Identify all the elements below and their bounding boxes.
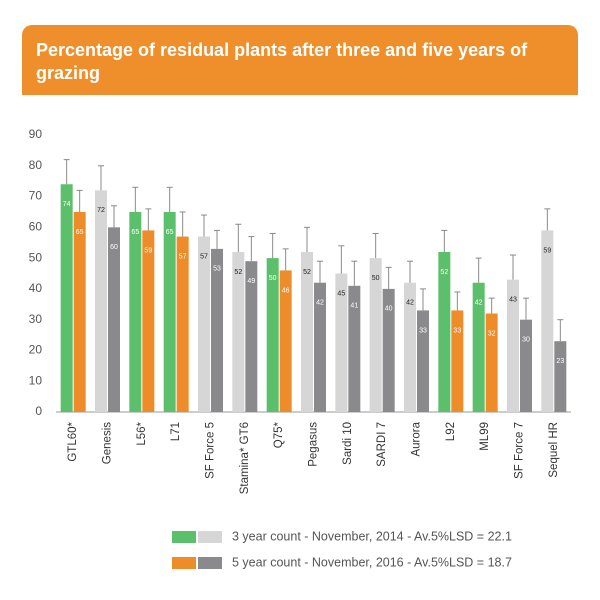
bar: [301, 251, 313, 412]
value-label: 42: [406, 300, 414, 307]
legend-swatch: [198, 531, 222, 543]
value-label: 72: [97, 207, 105, 214]
value-label: 52: [303, 269, 311, 276]
x-tick-label: Pegasus: [308, 422, 320, 467]
header: Percentage of residual plants after thre…: [22, 25, 578, 95]
bar: [335, 273, 348, 412]
value-label: 23: [556, 358, 564, 365]
chart-title: Percentage of residual plants after thre…: [36, 40, 528, 83]
x-tick-label: Sequel HR: [548, 422, 560, 478]
bar: [541, 230, 554, 412]
bar: [438, 251, 451, 412]
x-tick-label: GTL60*: [67, 421, 79, 461]
value-label: 49: [247, 278, 255, 285]
legend-swatch: [172, 557, 196, 569]
x-tick-label: Sardi 10: [342, 422, 354, 465]
value-label: 57: [179, 253, 187, 260]
x-tick-label: L92: [445, 422, 457, 441]
value-label: 50: [372, 275, 380, 282]
bar: [507, 279, 519, 412]
y-tick-label: 20: [29, 343, 43, 357]
value-label: 52: [440, 269, 448, 276]
legend-label: 3 year count - November, 2014 - Av.5%LSD…: [232, 529, 512, 543]
bar: [108, 227, 120, 412]
bar: [314, 282, 326, 412]
x-tick-label: SF Force 5: [205, 422, 217, 479]
bar: [232, 251, 245, 412]
value-label: 45: [337, 290, 345, 297]
x-tick-label: Genesis: [102, 422, 114, 464]
bar: [404, 282, 416, 412]
bar: [245, 261, 258, 412]
value-label: 33: [453, 327, 461, 334]
y-tick-label: 30: [29, 312, 43, 326]
bar: [472, 282, 485, 412]
value-label: 42: [316, 300, 324, 307]
value-label: 74: [63, 201, 71, 208]
y-tick-label: 90: [29, 127, 43, 141]
x-tick-label: L71: [170, 422, 182, 441]
bar: [211, 248, 223, 412]
bar: [176, 236, 189, 412]
x-tick-label: L56*: [136, 421, 148, 445]
value-label: 65: [76, 229, 84, 236]
bar: [279, 270, 292, 412]
bar: [60, 184, 73, 412]
value-label: 59: [144, 247, 152, 254]
bar: [520, 319, 532, 412]
bar: [142, 230, 155, 412]
y-tick-label: 10: [29, 373, 43, 387]
bar: [554, 341, 567, 412]
bar: [95, 190, 107, 412]
value-label: 30: [522, 337, 530, 344]
legend-swatch: [198, 557, 222, 569]
value-label: 41: [350, 303, 358, 310]
y-tick-label: 80: [29, 158, 43, 172]
value-label: 50: [269, 275, 277, 282]
x-tick-label: SF Force 7: [514, 422, 526, 479]
bar: [73, 211, 86, 412]
legend-swatch: [172, 531, 196, 543]
value-label: 59: [543, 247, 551, 254]
x-tick-label: Aurora: [411, 421, 423, 456]
value-label: 60: [110, 244, 118, 251]
value-label: 32: [488, 330, 496, 337]
value-label: 65: [131, 229, 139, 236]
y-tick-label: 0: [35, 404, 42, 418]
x-tick-label: Q75*: [273, 421, 285, 448]
value-label: 65: [166, 229, 174, 236]
value-label: 52: [234, 269, 242, 276]
y-tick-label: 40: [29, 281, 43, 295]
x-tick-label: SARDI 7: [376, 422, 388, 467]
bar: [451, 310, 464, 412]
bar: [485, 313, 498, 412]
value-label: 42: [475, 300, 483, 307]
bar: [382, 288, 395, 412]
value-label: 43: [509, 296, 517, 303]
x-tick-label: ML99: [479, 422, 491, 451]
value-label: 57: [200, 253, 208, 260]
value-label: 46: [282, 287, 290, 294]
y-tick-label: 50: [29, 250, 43, 264]
y-tick-label: 70: [29, 189, 43, 203]
legend-label: 5 year count - November, 2016 - Av.5%LSD…: [232, 555, 512, 569]
value-label: 40: [385, 306, 393, 313]
value-label: 53: [213, 266, 221, 273]
bar: [129, 211, 142, 412]
bar: [163, 211, 176, 412]
bar: [198, 236, 210, 412]
value-label: 33: [419, 327, 427, 334]
bar: [417, 310, 429, 412]
y-tick-label: 60: [29, 220, 43, 234]
x-tick-label: Stamina* GT6: [239, 422, 251, 494]
bar: [348, 285, 361, 412]
bar: [266, 258, 279, 412]
bar: [369, 258, 382, 412]
